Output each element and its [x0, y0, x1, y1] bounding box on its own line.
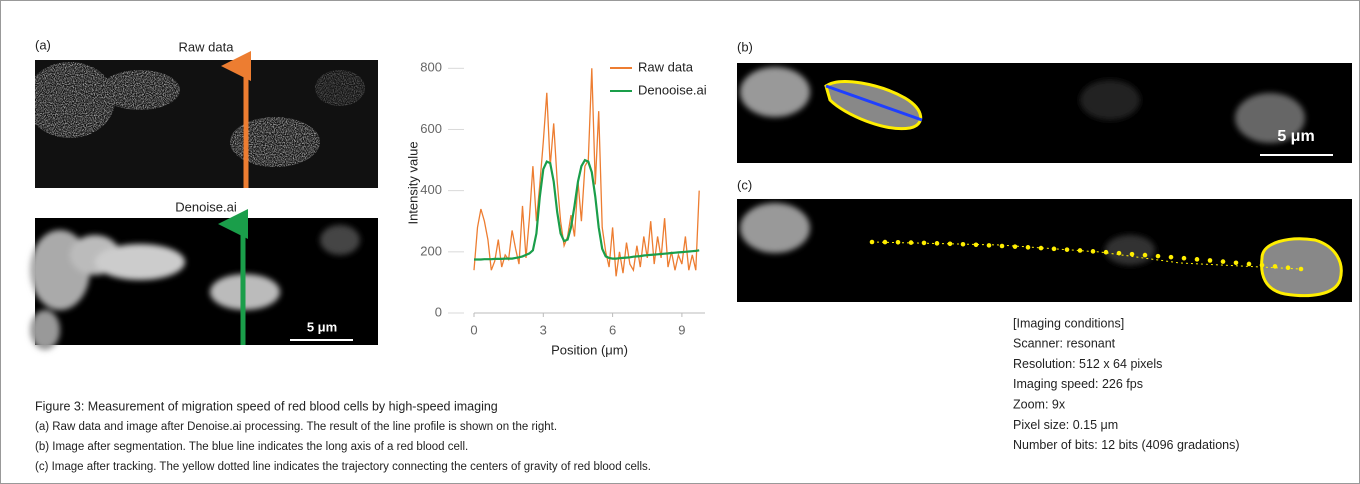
trajectory-dot [973, 242, 979, 248]
panel-label: (a) [35, 37, 51, 52]
tracking-image [737, 199, 1352, 302]
trajectory-dot [1103, 249, 1109, 255]
line-chart: 0 200 400 600 800 0 3 6 9 Position (μm) Intensity … [405, 59, 706, 357]
trajectory-dot [1259, 262, 1265, 268]
x-tick-label: 6 [609, 322, 616, 337]
trajectory-dot [947, 241, 953, 247]
condition-line: Imaging speed: 226 fps [1013, 377, 1143, 391]
caption-title: Figure 3: Measurement of migration speed… [35, 399, 498, 413]
image-title: Raw data [179, 39, 235, 54]
x-axis-label: Position (μm) [551, 342, 628, 357]
legend-label: Denooise.ai [638, 82, 707, 97]
y-tick-label: 0 [435, 304, 442, 319]
trajectory-dot [1038, 245, 1044, 251]
caption-line: (b) Image after segmentation. The blue l… [35, 441, 468, 453]
segmentation-image [737, 63, 1352, 163]
scale-bar-label: 5 μm [307, 319, 337, 334]
y-tick-label: 200 [420, 243, 442, 258]
panel-label: (c) [737, 177, 752, 192]
trajectory-dot [1025, 245, 1031, 250]
scale-bar-label: 5 μm [1277, 128, 1314, 145]
condition-line: Scanner: resonant [1013, 337, 1116, 351]
trajectory-dot [1129, 251, 1135, 257]
trajectory-dot [1012, 244, 1018, 249]
trajectory-dot [999, 243, 1005, 249]
trajectory-dot [1168, 254, 1174, 260]
trajectory-dot [921, 240, 927, 246]
trajectory-dot [1233, 260, 1239, 266]
trajectory-dot [1142, 252, 1148, 258]
trajectory-dot [1116, 250, 1122, 256]
imaging-conditions: [Imaging conditions] Scanner: resonant Res… [1013, 316, 1240, 452]
legend-label: Raw data [638, 59, 694, 74]
trajectory-dot [1207, 258, 1213, 263]
trajectory-dot [1272, 264, 1278, 269]
x-tick-label: 3 [540, 322, 547, 337]
trajectory-dot [1051, 246, 1057, 252]
trajectory-dot [895, 240, 901, 245]
condition-line: Number of bits: 12 bits (4096 gradations… [1013, 438, 1240, 452]
x-tick-label: 0 [470, 322, 477, 337]
condition-line: Zoom: 9x [1013, 397, 1066, 411]
x-tick-label: 9 [678, 322, 685, 337]
y-tick-label: 600 [420, 121, 442, 136]
trajectory-dot [869, 239, 875, 245]
image-title: Denoise.ai [175, 199, 237, 214]
y-axis-label: Intensity value [405, 141, 420, 224]
panel-label: (b) [737, 39, 753, 54]
condition-line: [Imaging conditions] [1013, 316, 1124, 330]
trajectory-dot [1246, 261, 1252, 267]
trajectory-dot [1194, 257, 1200, 262]
trajectory-dot [1077, 248, 1083, 253]
trajectory-dot [1220, 259, 1226, 264]
caption-line: (a) Raw data and image after Denoise.ai … [35, 421, 557, 433]
y-tick-label: 800 [420, 60, 442, 75]
trajectory-dot [1155, 253, 1161, 259]
series-line [474, 158, 700, 261]
trajectory-dot [1090, 249, 1096, 254]
condition-line: Resolution: 512 x 64 pixels [1013, 357, 1162, 371]
series-line [473, 68, 700, 277]
trajectory-dot [1181, 255, 1187, 261]
trajectory-dot [1064, 247, 1070, 252]
y-tick-label: 400 [420, 182, 442, 197]
trajectory-dot [986, 243, 992, 248]
trajectory-dot [882, 239, 888, 245]
trajectory-dot [1285, 265, 1291, 271]
trajectory-dot [934, 241, 940, 246]
raw-image [25, 51, 378, 188]
caption-line: (c) Image after tracking. The yellow dot… [35, 461, 651, 473]
trajectory-dot [1298, 266, 1304, 272]
condition-line: Pixel size: 0.15 μm [1013, 418, 1118, 432]
trajectory-dot [960, 241, 966, 247]
trajectory-dot [908, 240, 914, 245]
denoise-image [30, 209, 378, 350]
